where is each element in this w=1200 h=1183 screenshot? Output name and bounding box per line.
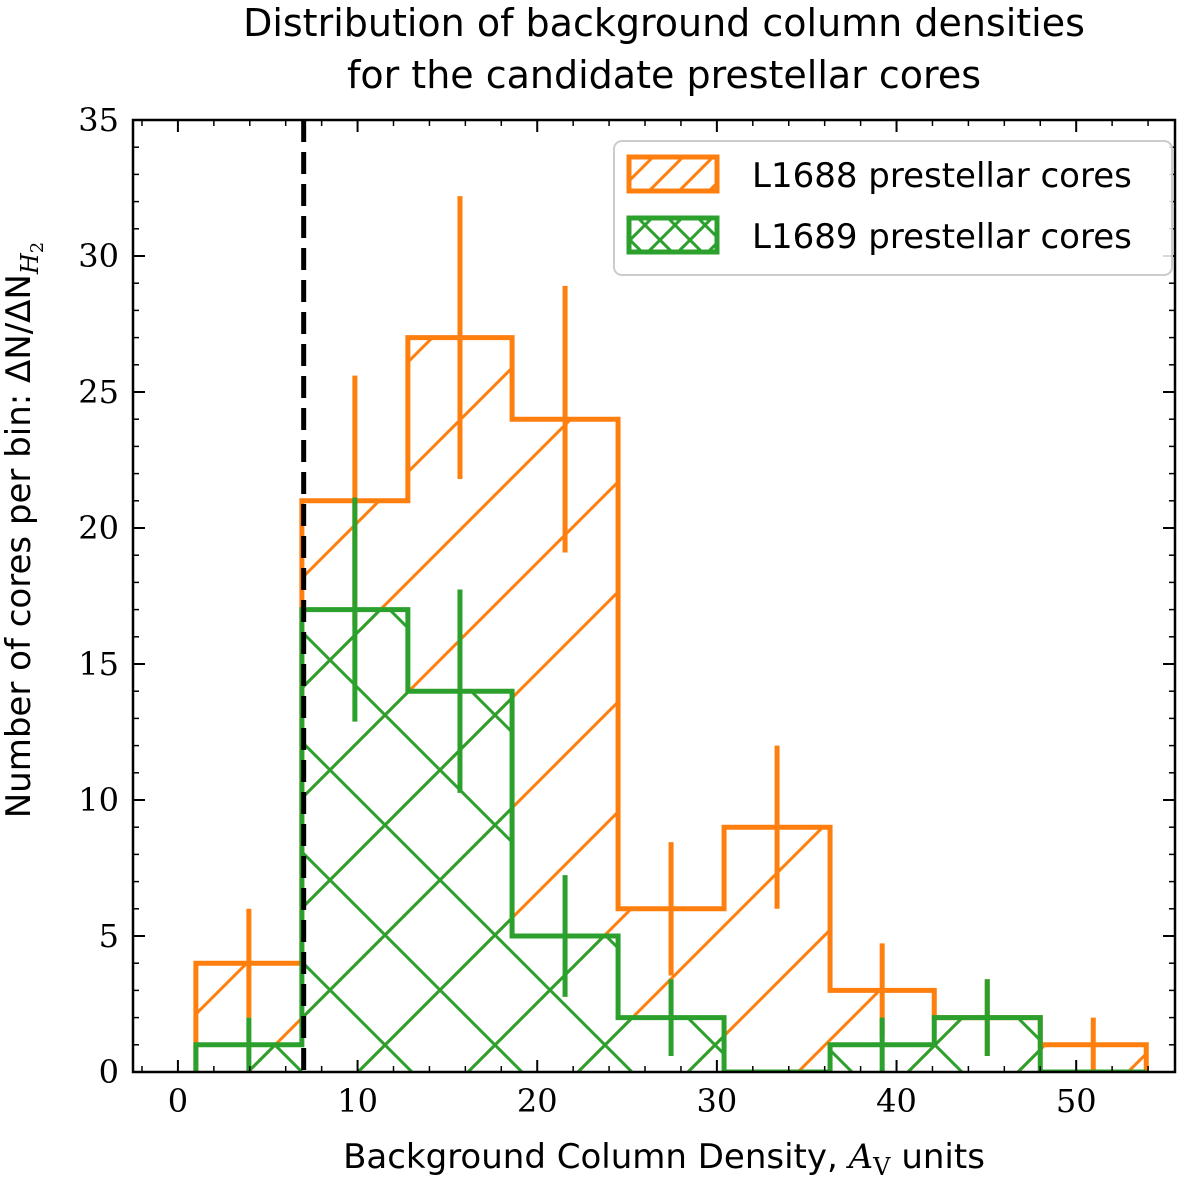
x-tick-label: 10 [337, 1082, 378, 1120]
y-tick-label: 5 [99, 917, 119, 955]
legend-swatch-l1688 [626, 154, 720, 194]
x-tick-label: 20 [517, 1082, 558, 1120]
y-tick-label: 30 [78, 237, 119, 275]
chart-title-line-1: Distribution of background column densit… [243, 1, 1085, 45]
y-tick-label: 10 [78, 781, 119, 819]
y-tick-label: 15 [78, 645, 119, 683]
y-axis-label: Number of cores per bin: ΔN/ΔNH2 [0, 242, 48, 819]
y-axis-label-sub: H [16, 252, 44, 275]
x-axis-label-text: Background Column Density, [343, 1137, 849, 1177]
x-axis-label-math: A [846, 1137, 874, 1177]
legend-label-l1688: L1688 prestellar cores [752, 156, 1132, 196]
x-axis-label-sub: V [872, 1153, 891, 1181]
x-tick-label: 50 [1056, 1082, 1097, 1120]
x-axis-label: Background Column Density, AV units [343, 1137, 985, 1181]
x-tick-label: 40 [876, 1082, 917, 1120]
plot-frame [131, 118, 1177, 1074]
x-axis-label-suffix: units [891, 1137, 985, 1177]
legend-label-l1689: L1689 prestellar cores [752, 217, 1132, 257]
y-axis-label-subsub: 2 [27, 242, 48, 253]
y-tick-label: 0 [99, 1053, 119, 1091]
y-axis-label-text: Number of cores per bin: ΔN/ΔN [0, 274, 39, 818]
legend-box [613, 140, 1173, 276]
y-tick-label: 20 [78, 509, 119, 547]
y-tick-label: 35 [78, 101, 119, 139]
l1689-hatch-fill [195, 609, 1147, 1072]
chart-title-line-2: for the candidate prestellar cores [347, 53, 981, 97]
x-tick-label: 0 [168, 1082, 188, 1120]
legend-swatch-l1689 [626, 215, 720, 255]
svg-text:Number of cores per bin: ΔN/ΔN: Number of cores per bin: ΔN/ΔNH2 [0, 242, 48, 819]
y-tick-label: 25 [78, 373, 119, 411]
x-tick-label: 30 [697, 1082, 738, 1120]
svg-text:Background Column Density, AV: Background Column Density, AV units [343, 1137, 985, 1181]
chart-title: Distribution of background column densit… [243, 1, 1085, 97]
legend: L1688 prestellar cores L1689 prestellar c… [613, 140, 1173, 276]
